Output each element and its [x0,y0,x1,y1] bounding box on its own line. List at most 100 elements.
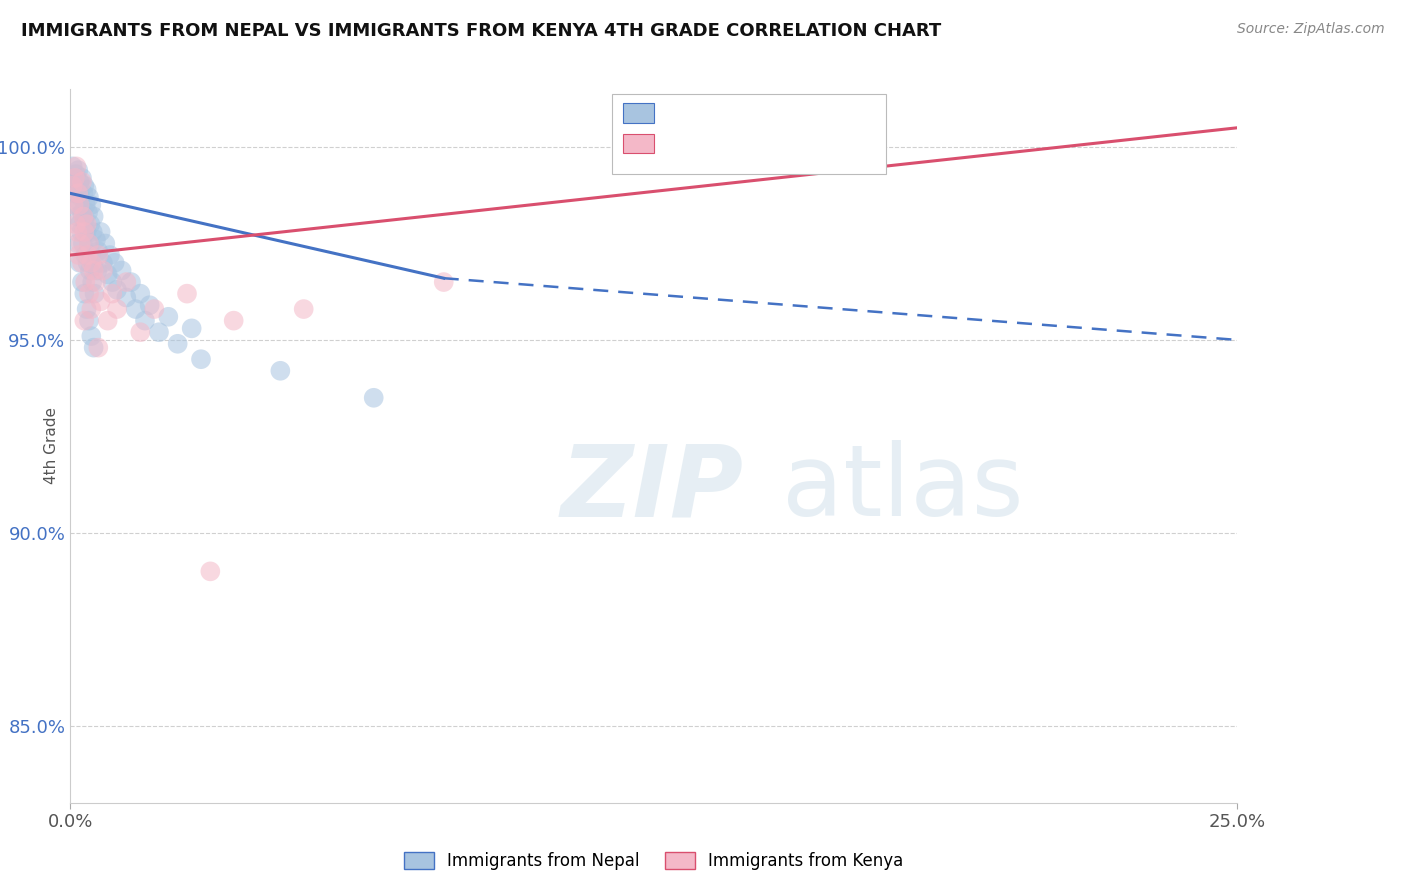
Point [148,325,170,339]
Point [63,186,86,201]
Point [176,286,198,301]
Point [72,210,94,224]
Point [70,170,93,185]
Text: IMMIGRANTS FROM NEPAL VS IMMIGRANTS FROM KENYA 4TH GRADE CORRELATION CHART: IMMIGRANTS FROM NEPAL VS IMMIGRANTS FROM… [21,22,942,40]
Point [138,298,160,312]
Point [65,182,87,196]
Point [143,301,166,316]
Point [97,313,120,327]
Point [73,313,96,327]
Point [66,178,89,193]
Point [65,159,87,173]
Point [76,256,98,270]
Point [63,175,86,189]
Point [115,291,138,305]
Point [76,225,98,239]
Point [62,159,84,173]
Point [101,286,124,301]
Point [105,301,128,316]
Point [292,301,315,316]
Point [76,301,98,316]
Point [80,248,103,262]
Point [72,186,94,201]
Point [80,256,103,270]
Point [79,263,101,277]
Point [76,182,98,196]
Point [77,205,100,219]
Point [70,275,93,289]
Point [75,248,97,262]
Point [79,217,101,231]
Point [91,256,114,270]
Point [77,236,100,251]
Point [111,263,134,277]
Point [77,313,100,327]
Point [157,310,180,324]
Point [98,248,121,262]
Point [69,198,91,212]
Point [166,336,188,351]
Point [91,263,114,277]
Point [67,163,90,178]
Legend: Immigrants from Nepal, Immigrants from Kenya: Immigrants from Nepal, Immigrants from K… [398,845,910,877]
Point [77,286,100,301]
Point [73,286,96,301]
Text: R =  0.317  N = 39: R = 0.317 N = 39 [665,135,845,153]
Point [90,294,112,309]
Point [82,275,104,289]
Point [72,236,94,251]
Point [129,286,152,301]
Point [82,225,104,239]
Point [83,210,105,224]
Point [73,178,96,193]
Point [69,217,91,231]
Point [67,194,90,208]
Point [84,275,107,289]
Point [433,275,456,289]
Point [76,248,98,262]
Point [269,364,291,378]
Point [104,256,127,270]
Text: ZIP: ZIP [561,441,744,537]
Point [83,263,105,277]
Point [65,167,87,181]
Point [62,170,84,185]
Point [80,301,103,316]
Point [115,275,138,289]
Point [129,325,152,339]
Text: R = -0.156  N = 71: R = -0.156 N = 71 [665,104,845,122]
Point [87,248,110,262]
Text: atlas: atlas [782,441,1024,537]
Point [97,268,120,282]
Point [222,313,245,327]
Point [83,286,105,301]
Point [200,565,222,579]
Point [120,275,142,289]
Point [69,190,91,204]
Point [86,263,108,277]
Point [105,283,128,297]
Point [75,275,97,289]
Point [73,225,96,239]
Point [62,198,84,212]
Point [62,178,84,193]
Point [75,198,97,212]
Point [363,391,385,405]
Point [77,190,100,204]
Point [124,301,146,316]
Point [84,233,107,247]
Point [67,248,90,262]
Point [94,236,117,251]
Point [66,236,89,251]
Y-axis label: 4th Grade: 4th Grade [44,408,59,484]
Point [73,213,96,227]
Point [87,244,110,259]
Point [63,170,86,185]
Point [65,217,87,231]
Point [67,186,90,201]
Point [69,175,91,189]
Point [70,225,93,239]
Point [180,321,202,335]
Point [70,175,93,189]
Point [134,313,156,327]
